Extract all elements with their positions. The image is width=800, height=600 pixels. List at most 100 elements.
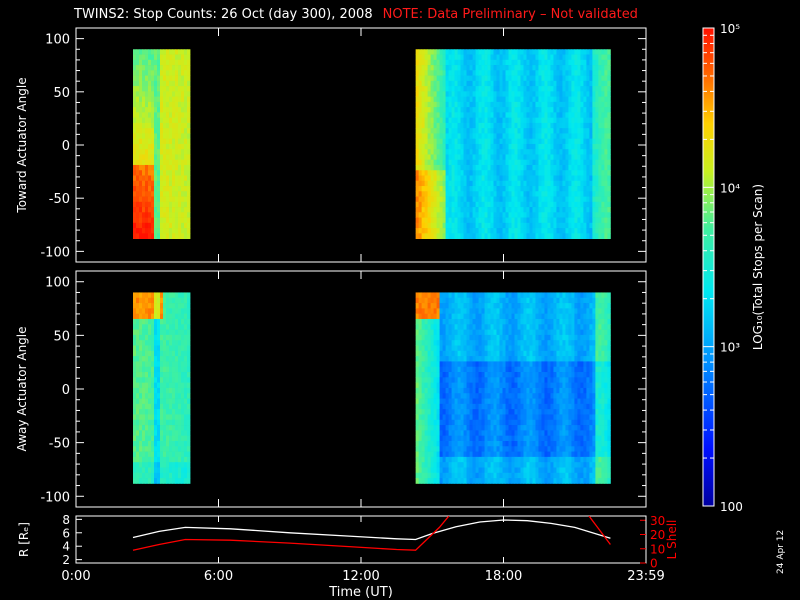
- heatmap-cell: [475, 159, 479, 166]
- heatmap-cell: [439, 107, 443, 113]
- heatmap-cell: [163, 446, 167, 452]
- heatmap-cell: [148, 308, 152, 315]
- heatmap-cell: [145, 340, 149, 346]
- heatmap-cell: [556, 128, 560, 134]
- heatmap-cell: [187, 435, 191, 442]
- heatmap-cell: [439, 175, 443, 182]
- heatmap-cell: [424, 101, 429, 108]
- heatmap-cell: [451, 382, 455, 389]
- heatmap-cell: [514, 462, 518, 468]
- heatmap-cell: [142, 54, 146, 61]
- heatmap-cell: [604, 175, 608, 182]
- heatmap-cell: [469, 86, 473, 92]
- heatmap-cell: [421, 65, 426, 71]
- heatmap-cell: [544, 80, 548, 87]
- heatmap-cell: [469, 409, 473, 415]
- heatmap-cell: [562, 233, 566, 239]
- heatmap-cell: [490, 387, 494, 394]
- heatmap-cell: [133, 350, 137, 357]
- heatmap-cell: [466, 222, 470, 229]
- heatmap-cell: [424, 350, 429, 357]
- heatmap-cell: [442, 117, 446, 124]
- heatmap-cell: [541, 233, 545, 239]
- heatmap-cell: [490, 292, 494, 299]
- heatmap-cell: [478, 217, 482, 224]
- heatmap-cell: [418, 340, 423, 346]
- heatmap-cell: [136, 54, 140, 61]
- heatmap-cell: [550, 80, 554, 87]
- heatmap-cell: [142, 112, 146, 119]
- heatmap-cell: [556, 233, 560, 239]
- heatmap-cell: [166, 377, 170, 384]
- heatmap-cell: [583, 164, 587, 171]
- heatmap-cell: [484, 430, 488, 437]
- heatmap-cell: [427, 467, 432, 474]
- heatmap-cell: [154, 159, 158, 166]
- heatmap-cell: [586, 159, 590, 166]
- heatmap-cell: [568, 49, 572, 55]
- heatmap-cell: [598, 112, 602, 119]
- heatmap-cell: [169, 303, 173, 309]
- heatmap-cell: [574, 149, 578, 155]
- heatmap-cell: [145, 414, 149, 421]
- heatmap-cell: [514, 366, 518, 373]
- heatmap-cell: [418, 387, 423, 394]
- heatmap-cell: [505, 377, 509, 384]
- heatmap-cell: [139, 403, 143, 410]
- heatmap-cell: [520, 59, 524, 66]
- heatmap-cell: [475, 91, 479, 98]
- heatmap-cell: [148, 366, 152, 373]
- heatmap-cell: [163, 472, 167, 479]
- heatmap-cell: [481, 308, 485, 315]
- heatmap-cell: [508, 217, 512, 224]
- heatmap-cell: [592, 186, 596, 192]
- heatmap-cell: [157, 366, 161, 373]
- heatmap-cell: [502, 334, 506, 341]
- heatmap-cell: [436, 451, 440, 458]
- heatmap-cell: [442, 107, 446, 113]
- heatmap-cell: [457, 409, 461, 415]
- heatmap-cell: [178, 228, 182, 234]
- heatmap-cell: [589, 201, 593, 208]
- heatmap-cell: [154, 472, 158, 479]
- heatmap-cell: [484, 186, 488, 192]
- heatmap-cell: [136, 75, 140, 82]
- heatmap-cell: [508, 175, 512, 182]
- heatmap-cell: [499, 382, 503, 389]
- heatmap-cell: [169, 356, 173, 362]
- heatmap-cell: [187, 170, 191, 176]
- heatmap-cell: [442, 233, 446, 239]
- heatmap-cell: [562, 154, 566, 161]
- toward-data-block: [415, 49, 611, 239]
- heatmap-cell: [511, 96, 515, 103]
- heatmap-cell: [472, 361, 476, 368]
- heatmap-cell: [571, 191, 575, 197]
- heatmap-cell: [148, 59, 152, 66]
- heatmap-cell: [181, 54, 185, 61]
- heatmap-cell: [433, 377, 437, 384]
- heatmap-cell: [424, 361, 429, 368]
- heatmap-cell: [514, 86, 518, 92]
- heatmap-cell: [505, 350, 509, 357]
- heatmap-cell: [148, 372, 152, 378]
- heatmap-cell: [454, 440, 458, 447]
- heatmap-cell: [157, 170, 161, 176]
- heatmap-cell: [466, 419, 470, 426]
- heatmap-cell: [532, 186, 536, 192]
- heatmap-cell: [445, 159, 449, 166]
- heatmap-cell: [517, 91, 521, 98]
- heatmap-cell: [544, 159, 548, 166]
- heatmap-cell: [133, 308, 137, 315]
- heatmap-cell: [553, 207, 557, 213]
- heatmap-cell: [187, 409, 191, 415]
- heatmap-cell: [592, 143, 596, 150]
- heatmap-cell: [430, 403, 435, 410]
- heatmap-cell: [496, 472, 500, 479]
- heatmap-cell: [139, 117, 143, 124]
- heatmap-cell: [472, 86, 476, 92]
- heatmap-cell: [139, 409, 143, 415]
- heatmap-cell: [598, 233, 602, 239]
- heatmap-cell: [424, 297, 429, 304]
- heatmap-cell: [556, 186, 560, 192]
- heatmap-cell: [154, 451, 158, 458]
